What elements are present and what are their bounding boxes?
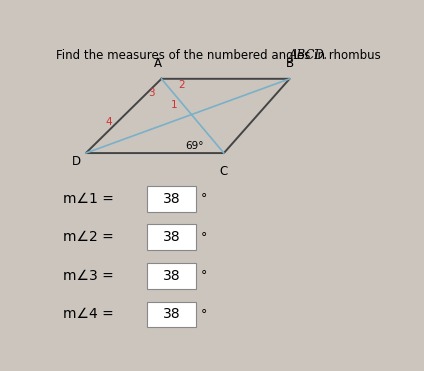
Text: 2: 2 [178,79,184,89]
FancyBboxPatch shape [147,263,196,289]
Text: 38: 38 [162,308,180,322]
Text: 38: 38 [162,269,180,283]
Text: 1: 1 [171,99,178,109]
Text: °: ° [201,192,207,205]
FancyBboxPatch shape [147,186,196,211]
Text: m∠2 =: m∠2 = [63,230,114,244]
FancyBboxPatch shape [147,302,196,327]
Text: m∠3 =: m∠3 = [63,269,114,283]
Text: 38: 38 [162,192,180,206]
Text: m∠4 =: m∠4 = [63,308,114,322]
Text: A: A [154,57,162,70]
Text: ABCD.: ABCD. [289,49,328,62]
Text: °: ° [201,269,207,282]
Text: Find the measures of the numbered angles in rhombus: Find the measures of the numbered angles… [56,49,385,62]
Text: °: ° [201,308,207,321]
Text: 4: 4 [106,116,112,127]
Text: D: D [71,155,81,168]
Text: 3: 3 [148,88,155,98]
Text: B: B [285,57,294,70]
FancyBboxPatch shape [147,224,196,250]
Text: 69°: 69° [185,141,204,151]
Text: °: ° [201,231,207,244]
Text: m∠1 =: m∠1 = [63,192,114,206]
Text: C: C [220,164,228,177]
Text: 38: 38 [162,230,180,244]
